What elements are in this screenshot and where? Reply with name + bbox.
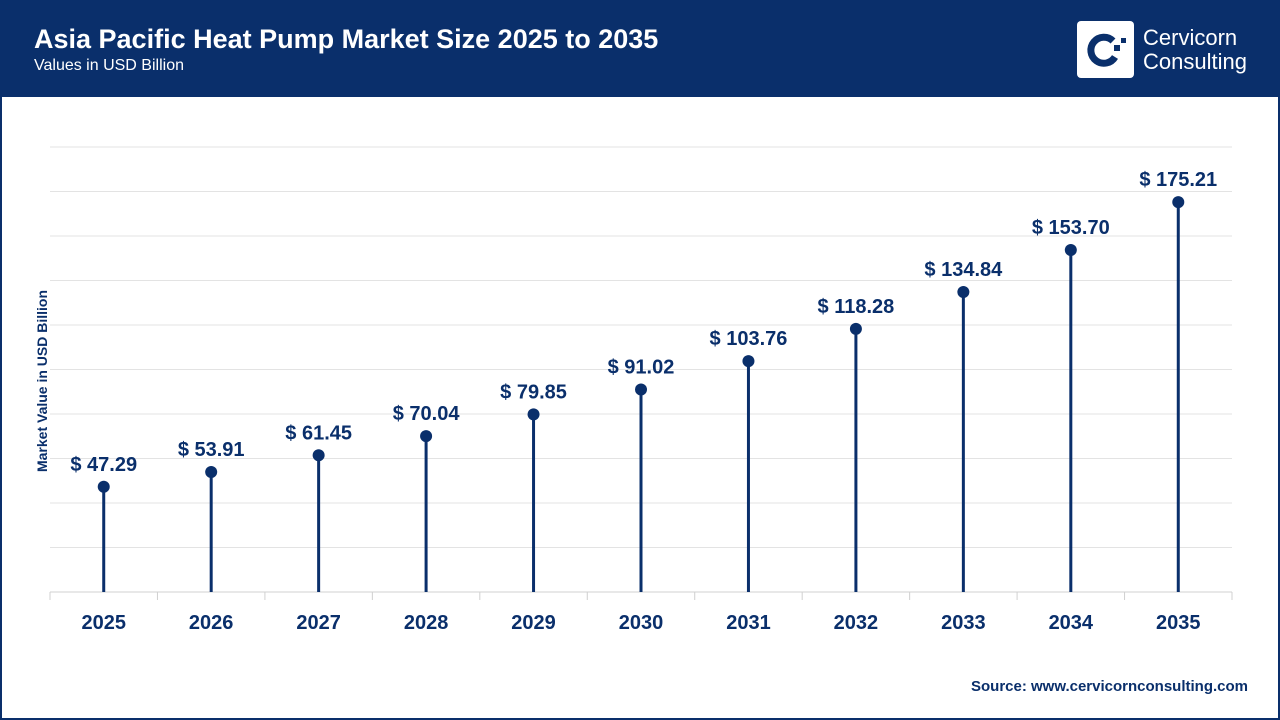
chart-title: Asia Pacific Heat Pump Market Size 2025 … [34,24,659,54]
lollipop-point [849,322,862,335]
lollipop-point [1172,196,1185,209]
source-text: Source: www.cervicornconsulting.com [970,678,1248,695]
lollipop-point [957,285,970,298]
header-bar: Asia Pacific Heat Pump Market Size 2025 … [0,0,1280,97]
lollipop-point [527,408,540,421]
lollipop-point [1064,244,1077,257]
x-tick-label: 2034 [1049,612,1094,634]
y-axis-label: Market Value in USD Billion [34,290,50,472]
lollipop-point [742,355,755,368]
logo-mark-icon [1077,21,1134,78]
data-label: $ 61.45 [285,422,352,444]
data-label: $ 91.02 [608,356,675,378]
data-label: $ 103.76 [710,328,788,350]
data-label: $ 134.84 [924,259,1003,281]
x-tick-label: 2029 [511,612,556,634]
company-logo: Cervicorn Consulting [1077,21,1247,78]
x-tick-label: 2032 [834,612,879,634]
logo-text-line1: Cervicorn [1143,24,1238,50]
data-label: $ 153.70 [1032,217,1110,239]
x-tick-label: 2025 [81,612,126,634]
x-tick-label: 2033 [941,612,986,634]
lollipop-point [635,383,647,396]
x-tick-label: 2030 [619,612,664,634]
lollipop-point [312,449,325,462]
chart-subtitle: Values in USD Billion [34,57,184,74]
logo-text-line2: Consulting [1143,48,1247,74]
data-label: $ 47.29 [70,454,137,476]
x-tick-label: 2035 [1156,612,1201,634]
lollipop-point [97,480,110,493]
x-tick-label: 2028 [404,612,449,634]
data-label: $ 118.28 [818,296,895,318]
lollipop-point [420,430,433,443]
data-label: $ 175.21 [1139,169,1217,191]
data-label: $ 53.91 [178,439,245,461]
x-tick-label: 2026 [189,612,234,634]
x-tick-label: 2031 [726,612,771,634]
lollipop-point [205,466,218,479]
data-label: $ 70.04 [393,403,461,425]
x-tick-label: 2027 [296,612,341,634]
data-label: $ 79.85 [500,381,567,403]
